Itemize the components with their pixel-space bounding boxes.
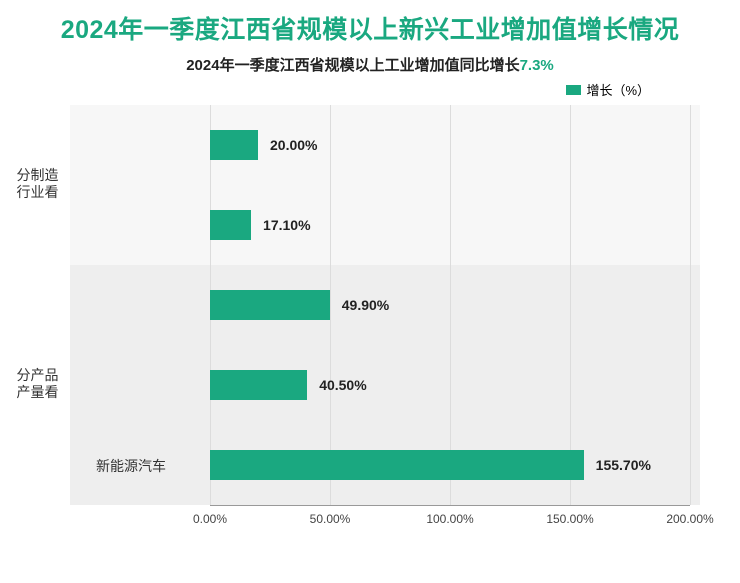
bar-value: 40.50% [319, 377, 366, 393]
bar-value: 20.00% [270, 137, 317, 153]
subtitle-highlight: 7.3% [520, 57, 554, 74]
bar [210, 450, 584, 480]
chart-title: 2024年一季度江西省规模以上新兴工业增加值增长情况 [0, 0, 740, 46]
bar-row: 装备制造业17.10% [210, 210, 311, 240]
x-tick: 100.00% [426, 512, 473, 526]
group-label: 分制造行业看 [10, 167, 65, 201]
bar [210, 130, 258, 160]
bar-value: 155.70% [596, 457, 651, 473]
x-tick: 150.00% [546, 512, 593, 526]
x-tick: 200.00% [666, 512, 713, 526]
gridline [570, 105, 571, 505]
gridline [450, 105, 451, 505]
bar-row: 锂离子电池40.50% [210, 370, 367, 400]
x-tick: 0.00% [193, 512, 227, 526]
x-axis: 0.00%50.00%100.00%150.00%200.00% [210, 505, 690, 506]
bar [210, 210, 251, 240]
bar-value: 17.10% [263, 217, 310, 233]
bar [210, 290, 330, 320]
group-label: 分产品产量看 [10, 367, 65, 401]
bar-row: 充电桩49.90% [210, 290, 389, 320]
bar [210, 370, 307, 400]
legend: 增长（%） [566, 80, 650, 99]
bar-row: 高技术制造业20.00% [210, 130, 317, 160]
bar-value: 49.90% [342, 297, 389, 313]
gridline [690, 105, 691, 505]
plot: 高技术制造业20.00% 装备制造业17.10% 充电桩49.90% 锂离子电池40.… [210, 105, 690, 505]
bar-row: 新能源汽车155.70% [210, 450, 651, 480]
subtitle-prefix: 2024年一季度江西省规模以上工业增加值同比增长 [186, 57, 519, 74]
category-label: 新能源汽车 [96, 456, 166, 476]
x-tick: 50.00% [310, 512, 351, 526]
legend-label: 增长（%） [586, 80, 650, 99]
chart-area: 分制造行业看分产品产量看 高技术制造业20.00%装备制造业17.10%充电桩4… [70, 105, 700, 535]
legend-swatch [566, 85, 581, 95]
chart-subtitle: 2024年一季度江西省规模以上工业增加值同比增长7.3% [0, 54, 740, 75]
